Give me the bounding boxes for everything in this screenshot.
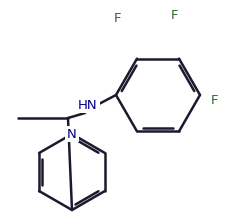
Text: F: F xyxy=(171,9,178,22)
Text: HN: HN xyxy=(78,99,97,112)
Text: N: N xyxy=(67,127,76,140)
Text: F: F xyxy=(114,11,121,24)
Text: F: F xyxy=(210,93,218,106)
